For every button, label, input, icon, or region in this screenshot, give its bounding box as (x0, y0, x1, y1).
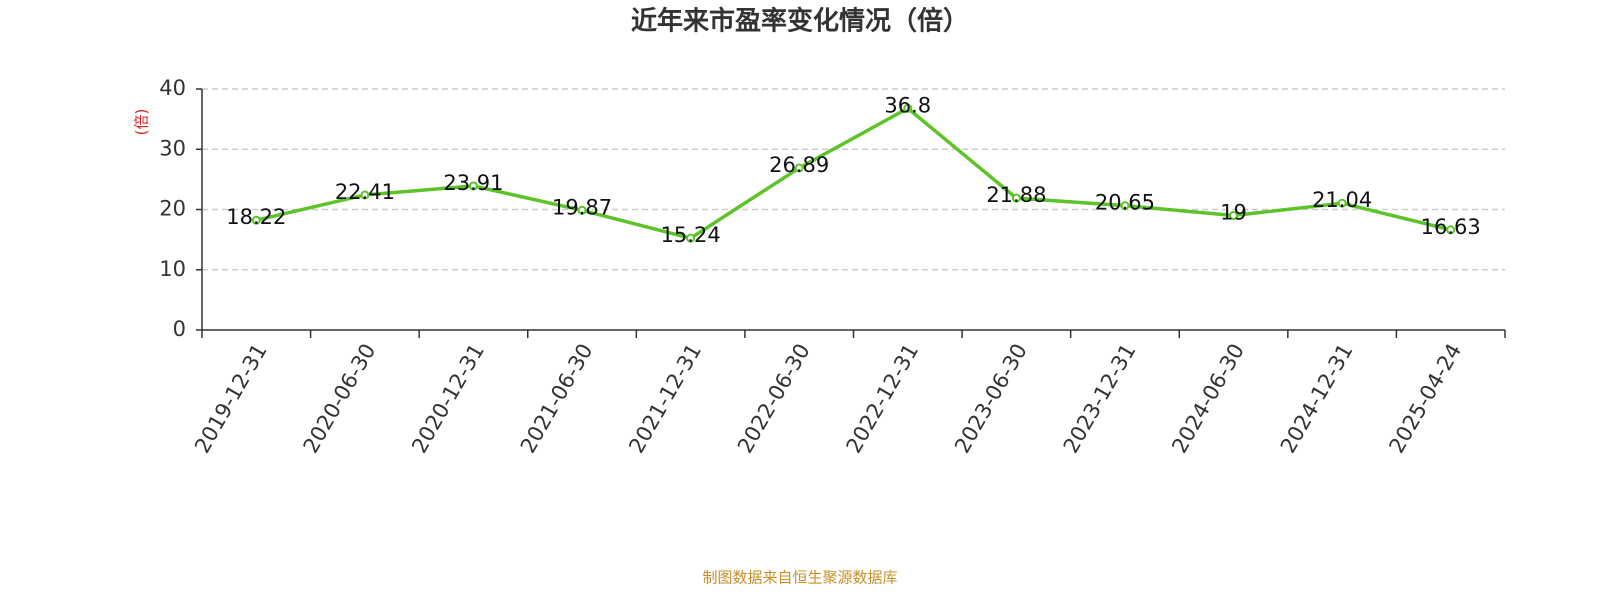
x-tick-label: 2022-06-30 (733, 340, 815, 458)
point (903, 103, 913, 113)
x-tick-label: 2025-04-24 (1384, 340, 1466, 458)
x-tick-label: 2021-12-31 (624, 340, 706, 458)
line (255, 106, 1452, 241)
x-tick-label: 2019-12-31 (190, 340, 272, 458)
y-axis-label: (倍) (133, 109, 151, 136)
x-tick-label: 2020-12-31 (407, 340, 489, 458)
data-label: 19.87 (552, 195, 612, 219)
x-tick-label: 2023-06-30 (950, 340, 1032, 458)
y-tick-label: 30 (159, 136, 186, 160)
point (577, 205, 587, 215)
y-tick-label: 20 (159, 197, 186, 221)
point (360, 190, 370, 200)
data-label: 21.88 (986, 183, 1046, 207)
point (1120, 201, 1130, 211)
point (1229, 211, 1239, 221)
data-label: 26.89 (769, 153, 829, 177)
x-tick-label: 2022-12-31 (842, 340, 924, 458)
y-tick-label: 40 (159, 76, 186, 100)
x-tick-label: 2021-06-30 (516, 340, 598, 458)
data-label: 23.91 (443, 171, 503, 195)
x-tick-label: 2023-12-31 (1059, 340, 1141, 458)
y-tick-label: 0 (173, 317, 186, 341)
data-label: 15.24 (661, 223, 721, 247)
data-label: 18.22 (226, 205, 286, 229)
source-note: 制图数据来自恒生聚源数据库 (702, 569, 897, 587)
point (251, 215, 261, 225)
x-tick-label: 2020-06-30 (299, 340, 381, 458)
data-label: 21.04 (1312, 188, 1372, 212)
data-label: 20.65 (1095, 191, 1155, 215)
data-label: 36.8 (884, 93, 931, 117)
data-label: 19 (1220, 201, 1247, 225)
point (794, 163, 804, 173)
point (686, 233, 696, 243)
x-tick-label: 2024-06-30 (1167, 340, 1249, 458)
chart-title: 近年来市盈率变化情况（倍） (631, 6, 969, 37)
point (1446, 225, 1456, 235)
data-label: 16.63 (1421, 215, 1481, 239)
x-tick-label: 2024-12-31 (1276, 340, 1358, 458)
point (1011, 193, 1021, 203)
y-tick-label: 10 (159, 257, 186, 281)
point (1337, 198, 1347, 208)
point (468, 181, 478, 191)
data-label: 22.41 (335, 180, 395, 204)
